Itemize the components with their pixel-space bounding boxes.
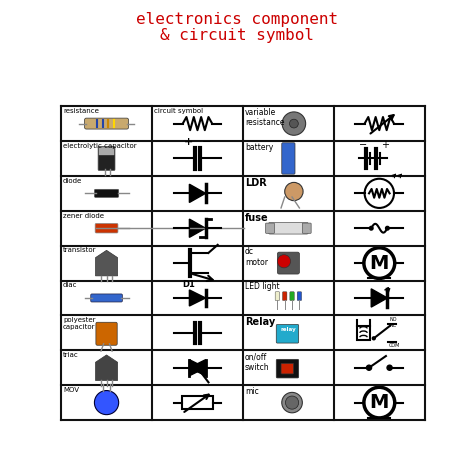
Circle shape [94, 391, 118, 415]
Text: fuse: fuse [245, 213, 268, 223]
FancyBboxPatch shape [297, 292, 301, 301]
Text: polyester
capacitor: polyester capacitor [63, 317, 95, 330]
FancyBboxPatch shape [282, 143, 295, 174]
Text: resistance: resistance [63, 108, 99, 114]
Text: −: − [359, 139, 367, 149]
Text: transistor: transistor [63, 247, 96, 254]
FancyBboxPatch shape [269, 222, 308, 234]
Text: LDR: LDR [245, 178, 266, 188]
Text: +: + [183, 137, 193, 147]
Polygon shape [371, 289, 387, 307]
FancyBboxPatch shape [265, 223, 274, 233]
Circle shape [282, 112, 306, 135]
Text: +: + [381, 139, 389, 149]
Circle shape [387, 365, 392, 370]
Text: MOV: MOV [63, 387, 79, 393]
Circle shape [372, 337, 375, 340]
Circle shape [366, 365, 372, 370]
Text: battery: battery [245, 143, 273, 152]
FancyBboxPatch shape [276, 359, 299, 378]
FancyBboxPatch shape [276, 324, 299, 343]
Bar [182, 396, 213, 409]
Polygon shape [96, 250, 118, 276]
Text: diode: diode [63, 178, 82, 184]
Polygon shape [96, 355, 118, 381]
FancyBboxPatch shape [277, 252, 300, 274]
FancyBboxPatch shape [275, 292, 280, 301]
Text: COM: COM [389, 344, 401, 348]
Circle shape [282, 392, 302, 413]
Bar [357, 326, 370, 340]
Circle shape [277, 255, 291, 268]
Circle shape [385, 227, 389, 230]
FancyBboxPatch shape [84, 118, 128, 129]
Text: M: M [370, 254, 389, 273]
Circle shape [285, 396, 299, 409]
FancyBboxPatch shape [99, 147, 114, 155]
Text: on/off
switch: on/off switch [245, 352, 269, 372]
Text: dc
motor: dc motor [245, 247, 268, 267]
Text: relay: relay [281, 327, 296, 332]
FancyBboxPatch shape [98, 146, 115, 171]
Polygon shape [190, 360, 206, 376]
Text: variable
resistance: variable resistance [245, 108, 284, 128]
Text: Relay: Relay [245, 317, 275, 327]
Text: NC: NC [389, 323, 396, 328]
Text: zener diode: zener diode [63, 213, 104, 219]
Text: D1: D1 [182, 280, 195, 289]
FancyBboxPatch shape [281, 364, 293, 374]
Polygon shape [190, 184, 206, 202]
Text: −: − [202, 137, 211, 147]
Text: electrolytic capacitor: electrolytic capacitor [63, 143, 137, 149]
Polygon shape [190, 290, 206, 306]
Text: LED light: LED light [245, 283, 279, 292]
Text: triac: triac [63, 352, 79, 358]
FancyBboxPatch shape [96, 322, 117, 345]
Text: diac: diac [63, 283, 77, 288]
FancyBboxPatch shape [302, 223, 311, 233]
Polygon shape [190, 360, 206, 376]
Polygon shape [190, 219, 206, 237]
Text: circuit symbol: circuit symbol [154, 108, 203, 114]
Text: M: M [370, 393, 389, 412]
Circle shape [369, 227, 373, 230]
FancyBboxPatch shape [95, 223, 118, 233]
FancyBboxPatch shape [283, 292, 287, 301]
FancyBboxPatch shape [91, 294, 122, 302]
Text: mic: mic [245, 387, 258, 396]
Circle shape [285, 182, 303, 201]
Text: electronics component: electronics component [136, 12, 338, 27]
Circle shape [290, 119, 298, 128]
FancyBboxPatch shape [290, 292, 294, 301]
FancyBboxPatch shape [94, 189, 118, 197]
Text: NO: NO [389, 317, 397, 322]
Text: & circuit symbol: & circuit symbol [160, 28, 314, 44]
